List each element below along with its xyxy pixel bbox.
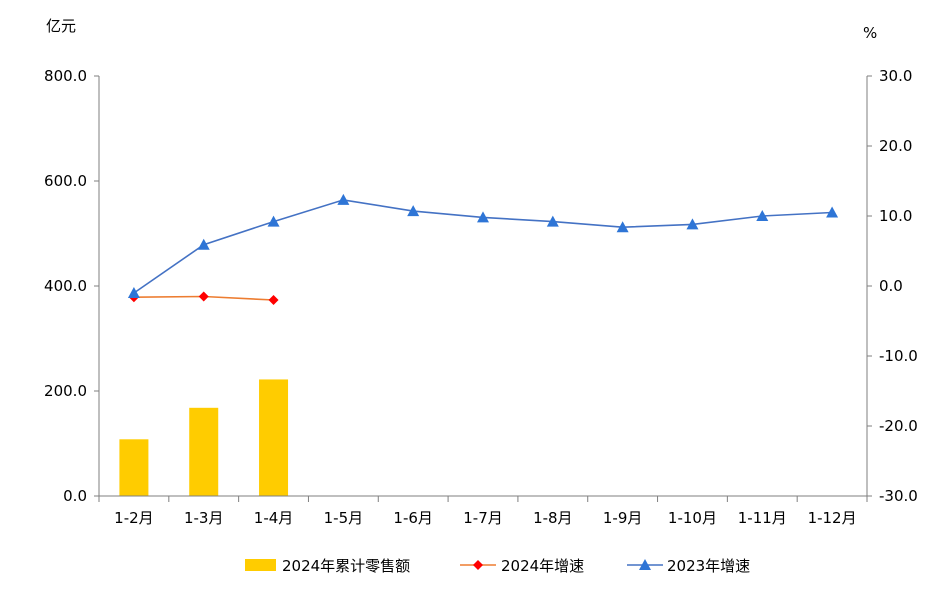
x-tick-label: 1-6月 xyxy=(393,509,433,527)
right-tick-label: -30.0 xyxy=(879,487,918,505)
triangle-point xyxy=(756,210,769,221)
lines-layer xyxy=(127,193,839,305)
left-tick-label: 800.0 xyxy=(44,67,87,85)
bar xyxy=(119,439,149,496)
triangle-point xyxy=(197,238,210,250)
diamond-point xyxy=(198,291,209,302)
bar xyxy=(259,379,289,496)
legend-triangle-marker xyxy=(639,559,651,570)
legend-label: 2024年累计零售额 xyxy=(282,557,410,575)
x-tick-label: 1-8月 xyxy=(533,509,573,527)
left-tick-label: 200.0 xyxy=(44,382,87,400)
right-tick-label: 0.0 xyxy=(879,277,903,295)
x-tick-label: 1-10月 xyxy=(668,509,717,527)
x-tick-label: 1-5月 xyxy=(324,509,364,527)
triangle-point xyxy=(337,193,350,205)
triangle-point xyxy=(267,215,280,227)
right-axis-unit: % xyxy=(863,24,877,42)
triangle-point xyxy=(407,205,420,217)
bar xyxy=(189,407,219,496)
legend-label: 2024年增速 xyxy=(501,557,584,575)
x-tick-label: 1-3月 xyxy=(184,509,224,527)
legend-bar-swatch xyxy=(245,559,276,571)
left-axis-unit: 亿元 xyxy=(46,17,76,35)
right-tick-label: 30.0 xyxy=(879,67,912,85)
axes-layer: 0.0 200.0 400.0 600.0 800.0 -30.0 -20.0 -10.0 0.… xyxy=(44,67,918,527)
left-tick-label: 600.0 xyxy=(44,172,87,190)
diamond-point xyxy=(268,295,279,305)
x-tick-label: 1-12月 xyxy=(808,509,857,527)
triangle-point xyxy=(616,221,629,233)
bars-layer xyxy=(119,379,289,496)
x-tick-label: 1-7月 xyxy=(463,509,503,527)
legend: 2024年累计零售额 2024年增速 2023年增速 xyxy=(245,557,750,575)
left-tick-label: 400.0 xyxy=(44,277,87,295)
x-tick-label: 1-11月 xyxy=(738,509,787,527)
triangle-point xyxy=(127,287,140,298)
legend-label: 2023年增速 xyxy=(667,557,750,575)
legend-diamond-marker xyxy=(473,560,483,570)
x-tick-label: 1-9月 xyxy=(603,509,643,527)
triangle-point xyxy=(686,218,699,230)
right-tick-label: 20.0 xyxy=(879,137,912,155)
triangle-point xyxy=(546,215,559,227)
x-tick-label: 1-2月 xyxy=(114,509,154,527)
right-tick-label: 10.0 xyxy=(879,207,912,225)
x-tick-label: 1-4月 xyxy=(254,509,294,527)
right-tick-label: -10.0 xyxy=(879,347,918,365)
right-tick-label: -20.0 xyxy=(879,417,918,435)
left-tick-label: 0.0 xyxy=(63,487,87,505)
triangle-point xyxy=(826,206,839,218)
triangle-point xyxy=(477,211,489,223)
